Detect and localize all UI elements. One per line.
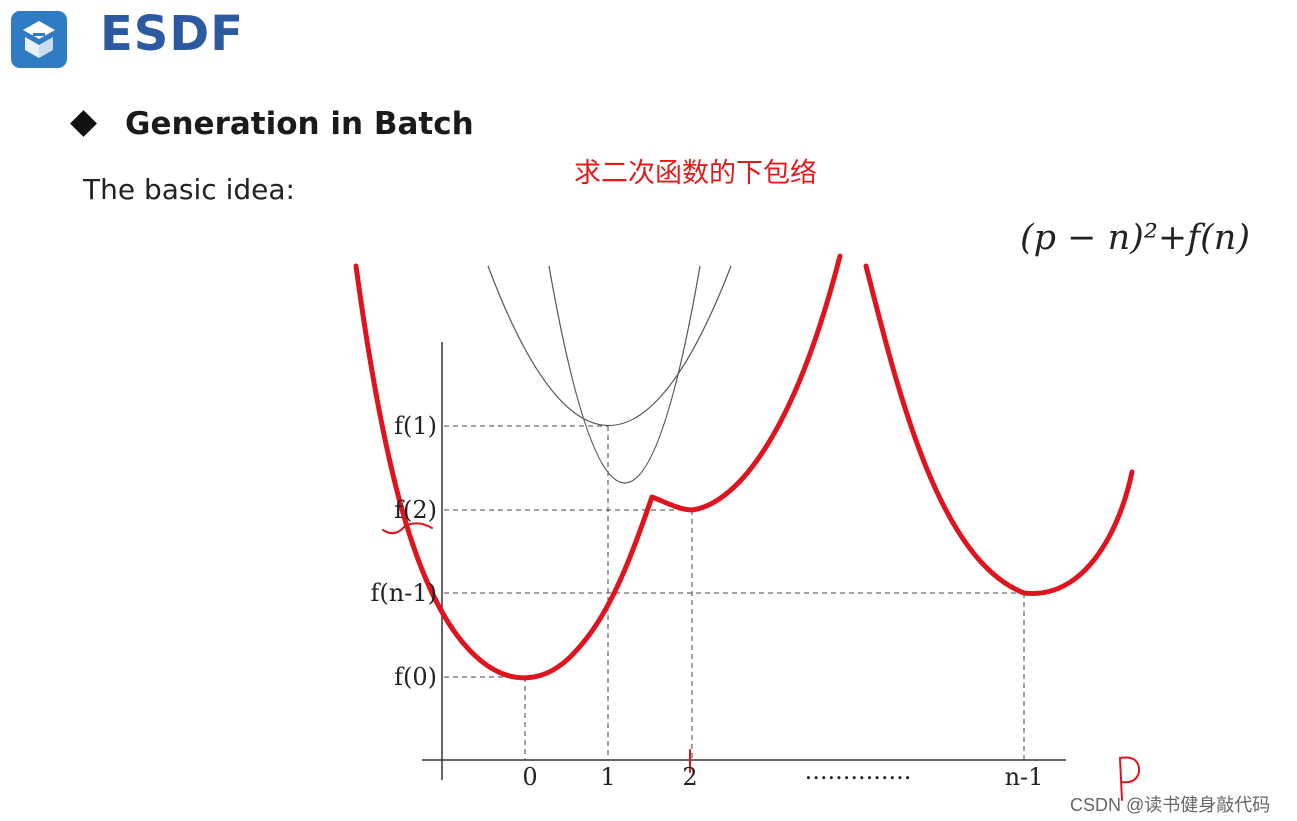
- handwritten-mark-f2: [382, 522, 433, 535]
- xtick-1: 1: [600, 763, 615, 791]
- section-heading: Generation in Batch: [125, 106, 474, 142]
- envelope-left: [353, 253, 843, 681]
- ytick-f0: f(0): [394, 663, 437, 691]
- ytick-fn1: f(n-1): [371, 579, 437, 607]
- xtick-2: 2: [682, 763, 697, 791]
- watermark: CSDN @读书健身敲代码: [1070, 795, 1271, 815]
- ytick-f2: f(2): [394, 496, 437, 524]
- parabola-2: [548, 265, 701, 484]
- envelope-right: [863, 263, 1135, 596]
- intro-text: The basic idea:: [83, 173, 295, 206]
- xtick-0: 0: [522, 763, 537, 791]
- parabola-1: [487, 265, 732, 427]
- esdf-logo-icon: [11, 11, 67, 68]
- handwritten-p-letter: [1118, 756, 1141, 801]
- xtick-n-1: n-1: [1005, 763, 1044, 791]
- ytick-f1: f(1): [394, 412, 437, 440]
- xtick-dots: ..............: [805, 757, 912, 785]
- formula: (p − n)²+f(n): [1020, 218, 1250, 258]
- red-annotation: 求二次函数的下包络: [574, 158, 817, 188]
- page-title: ESDF: [100, 6, 244, 62]
